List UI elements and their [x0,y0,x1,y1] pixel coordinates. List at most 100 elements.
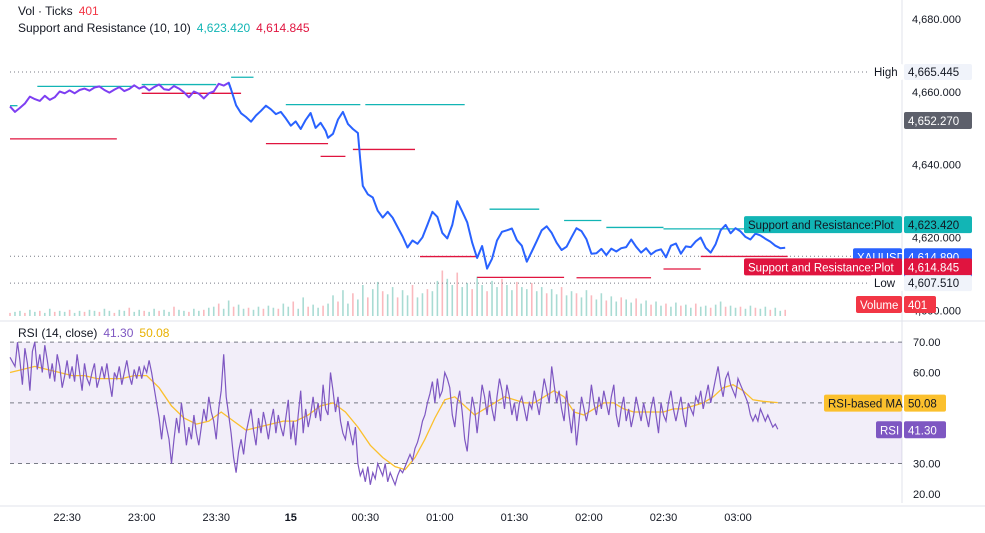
volume-bar [764,306,767,316]
volume-bar [43,312,46,316]
crosshair-price-tag-bg [904,112,972,130]
volume-bar [645,300,647,316]
volume-bar [630,302,632,316]
volume-bar [555,294,558,316]
rsi-label-tag-text: RSI [880,425,899,437]
volume-bar [332,295,334,316]
rsi-tick-label: 60.00 [913,368,941,380]
volume-bar [680,305,682,316]
volume-bar [456,272,459,316]
time-tick-label: 23:00 [128,512,156,524]
volume-bar [540,287,543,316]
volume-legend: Vol · Ticks 401 [18,4,105,18]
low-value-tag: 4,607.510 [904,275,972,292]
volume-bar [148,311,150,316]
volume-bar [719,301,722,316]
low-label-tag: Low [870,275,903,292]
time-tick-label: 00:30 [352,512,380,524]
volume-bar [729,305,732,316]
volume-bar [575,293,578,316]
volume-bar [217,303,220,316]
rsi-band [10,342,902,464]
volume-bar [724,306,727,316]
volume-bar [446,278,449,316]
volume-bar [506,285,508,316]
volume-bar [411,285,414,316]
volume-bar [590,295,593,316]
volume-bar [690,307,692,316]
high-label-tag: High [870,63,903,80]
volume-legend-label: Vol · Ticks [18,4,73,18]
volume-bar [257,306,260,316]
volume-bar [362,285,364,316]
volume-bar [436,280,439,316]
volume-bar [232,306,235,316]
volume-bar [113,312,116,316]
volume-bar [769,309,772,316]
volume-bar [779,310,782,316]
time-tick-label: 01:00 [426,512,454,524]
volume-bar [650,304,652,316]
time-tick-label: 22:30 [53,512,81,524]
low-value-tag-text: 4,607.510 [908,278,959,290]
volume-bar [48,308,51,316]
volume-bar [416,297,419,316]
volume-bar [198,310,200,316]
volume-bar [158,310,160,316]
volume-bar [595,299,598,316]
volume-bar [63,311,66,316]
volume-bar [14,311,16,316]
time-tick-label: 02:30 [650,512,678,524]
volume-bar [545,293,548,316]
support-value-tag-bg [904,258,972,276]
rsi-ma-value-tag: 50.08 [904,394,946,412]
volume-bar [754,307,757,316]
volume-bar [391,287,394,316]
volume-bar [535,291,538,316]
volume-bar [317,307,319,316]
volume-bar [297,308,300,316]
volume-bar [685,304,687,316]
volume-bar [570,291,573,316]
volume-bar [694,303,697,316]
volume-bar [9,312,11,316]
crosshair-price-tag: 4,652.270 [904,112,972,130]
time-tick-label: 02:00 [575,512,603,524]
volume-bar [123,310,126,316]
rsi-legend: RSI (14, close) 41.30 50.08 [18,326,175,340]
price-tags: High 4,665.445 4,652.270 Support and Resist… [744,63,972,439]
volume-bar [739,306,742,316]
volume-bar [272,307,275,316]
volume-bar [83,311,86,316]
volume-bar [342,290,344,316]
volume-bar [759,308,762,316]
volume-bar [262,308,265,316]
volume-bar [526,289,528,316]
volume-bar [670,306,672,316]
volume-bar [516,281,518,316]
low-value-tag-bg [904,275,972,292]
volume-value-tag-text: 401 [908,300,927,312]
volume-bar [58,310,61,316]
volume-bar [521,287,523,316]
volume-bar [267,305,270,316]
volume-bar [451,285,454,316]
volume-bar [108,310,111,316]
volume-bar [501,278,503,316]
volume-bar [749,305,752,316]
high-value-tag: 4,665.445 [904,63,972,80]
volume-legend-value: 401 [78,4,99,18]
volume-value-tag-bg [904,296,936,313]
volume-bar [386,294,389,316]
resistance-label-tag-bg [744,216,902,234]
volume-bar [347,303,349,316]
volume-bar [371,289,374,316]
rsi-ma-label-tag: RSI-based MA [824,394,903,412]
volume-bar [307,306,309,316]
volume-bar [655,301,657,316]
volume-bar [193,308,195,316]
volume-bar [242,308,245,316]
rsi-value-tag: 41.30 [904,421,946,439]
rsi-ma-value-tag-bg [904,394,946,412]
volume-bar [530,282,533,316]
